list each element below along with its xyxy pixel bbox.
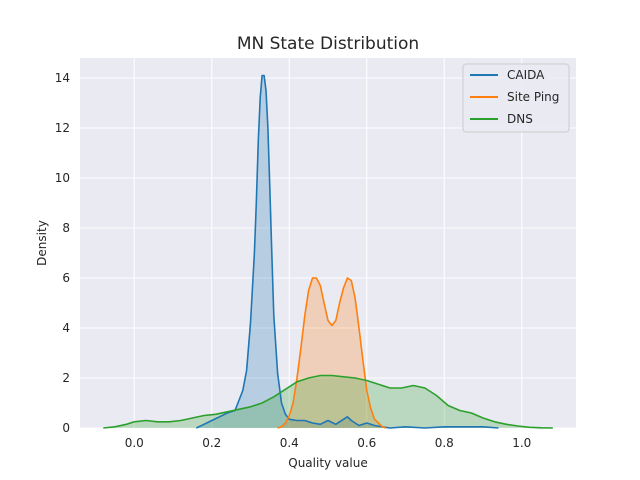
y-tick-labels: 0 2 4 6 8 10 12 14 (55, 71, 70, 435)
x-tick-label: 0.2 (202, 436, 221, 450)
y-axis-label: Density (35, 220, 49, 266)
legend-label-site-ping: Site Ping (507, 90, 559, 104)
chart-title: MN State Distribution (237, 34, 419, 54)
legend-label-dns: DNS (507, 112, 533, 126)
x-tick-label: 0.4 (280, 436, 299, 450)
grid (80, 58, 576, 429)
y-tick-label: 2 (62, 371, 70, 385)
x-tick-label: 0.8 (435, 436, 454, 450)
site-ping-line (277, 277, 387, 429)
x-tick-label: 1.0 (512, 436, 531, 450)
y-tick-label: 10 (55, 171, 70, 185)
y-tick-label: 4 (62, 321, 70, 335)
density-lines (103, 74, 553, 429)
x-tick-labels: 0.0 0.2 0.4 0.6 0.8 1.0 (125, 436, 532, 450)
site-ping-area (277, 278, 387, 428)
x-axis-label: Quality value (288, 456, 367, 470)
y-tick-label: 8 (62, 221, 70, 235)
dns-line (103, 374, 553, 429)
caida-area (196, 75, 499, 428)
y-tick-label: 6 (62, 271, 70, 285)
y-tick-label: 0 (62, 421, 70, 435)
legend-box (462, 63, 570, 133)
legend: CAIDA Site Ping DNS (462, 63, 570, 133)
y-tick-label: 12 (55, 121, 70, 135)
y-tick-label: 14 (55, 71, 70, 85)
x-tick-label: 0.6 (357, 436, 376, 450)
legend-label-caida: CAIDA (507, 68, 545, 82)
x-tick-label: 0.0 (125, 436, 144, 450)
